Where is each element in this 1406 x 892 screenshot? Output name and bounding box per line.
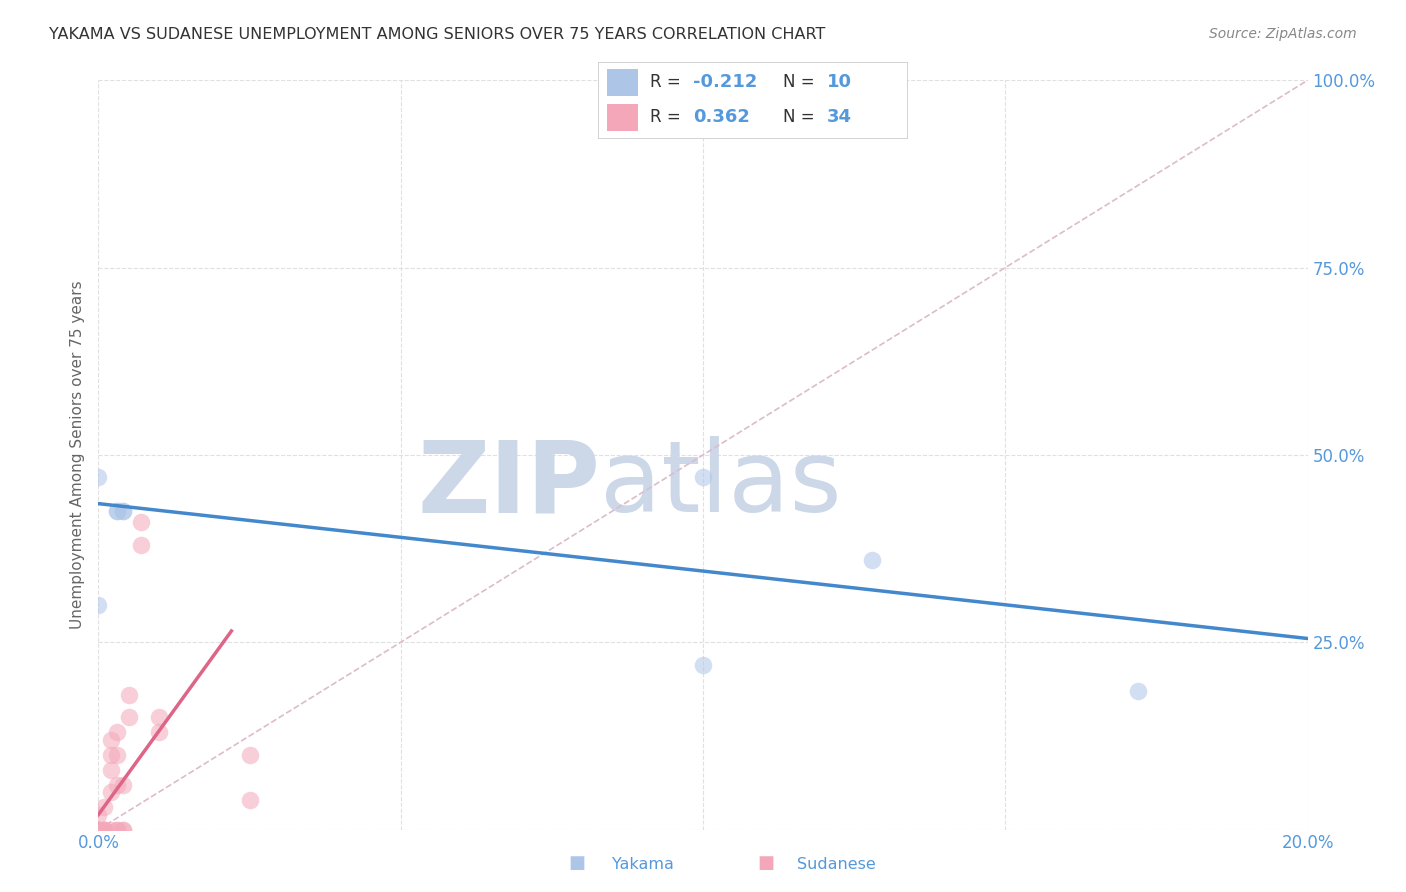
- Point: [105, 822, 128, 837]
- Y-axis label: Unemployment Among Seniors over 75 years: Unemployment Among Seniors over 75 years: [70, 281, 86, 629]
- Point: [111, 822, 134, 837]
- Bar: [607, 104, 638, 130]
- Text: YAKAMA VS SUDANESE UNEMPLOYMENT AMONG SENIORS OVER 75 YEARS CORRELATION CHART: YAKAMA VS SUDANESE UNEMPLOYMENT AMONG SE…: [49, 27, 825, 42]
- Text: R =: R =: [650, 73, 686, 91]
- Text: -0.212: -0.212: [693, 73, 758, 91]
- Point: [129, 516, 152, 530]
- Point: [87, 822, 110, 837]
- Point: [105, 725, 128, 739]
- Point: [111, 778, 134, 792]
- Point: [692, 470, 714, 484]
- Point: [111, 822, 134, 837]
- Point: [1128, 684, 1150, 698]
- Point: [105, 504, 128, 518]
- Point: [692, 657, 714, 672]
- Point: [87, 822, 110, 837]
- Point: [118, 688, 141, 702]
- Point: [100, 763, 122, 777]
- Point: [860, 553, 883, 567]
- Text: 0.362: 0.362: [693, 108, 751, 126]
- Point: [111, 504, 134, 518]
- Point: [105, 504, 128, 518]
- Text: atlas: atlas: [600, 436, 842, 533]
- Point: [118, 710, 141, 724]
- Point: [105, 747, 128, 762]
- Point: [129, 538, 152, 552]
- Point: [93, 822, 115, 837]
- Point: [100, 785, 122, 799]
- Point: [87, 822, 110, 837]
- Point: [239, 792, 262, 806]
- Point: [87, 822, 110, 837]
- Point: [100, 732, 122, 747]
- Text: ■: ■: [758, 855, 775, 872]
- Text: ■: ■: [568, 855, 585, 872]
- Point: [93, 822, 115, 837]
- Point: [111, 504, 134, 518]
- Point: [87, 598, 110, 612]
- Text: ZIP: ZIP: [418, 436, 600, 533]
- Text: 34: 34: [827, 108, 852, 126]
- Point: [105, 822, 128, 837]
- Point: [87, 822, 110, 837]
- Point: [87, 822, 110, 837]
- Point: [100, 822, 122, 837]
- Point: [87, 822, 110, 837]
- Text: Sudanese: Sudanese: [797, 857, 876, 872]
- Text: R =: R =: [650, 108, 686, 126]
- Text: N =: N =: [783, 73, 820, 91]
- Point: [93, 822, 115, 837]
- Point: [148, 725, 170, 739]
- Point: [93, 822, 115, 837]
- Point: [93, 800, 115, 814]
- Text: N =: N =: [783, 108, 820, 126]
- Bar: [607, 70, 638, 95]
- Point: [100, 747, 122, 762]
- Point: [87, 807, 110, 822]
- Point: [105, 778, 128, 792]
- Point: [239, 747, 262, 762]
- Point: [87, 470, 110, 484]
- Point: [148, 710, 170, 724]
- Text: Source: ZipAtlas.com: Source: ZipAtlas.com: [1209, 27, 1357, 41]
- Text: Yakama: Yakama: [612, 857, 673, 872]
- Text: 10: 10: [827, 73, 852, 91]
